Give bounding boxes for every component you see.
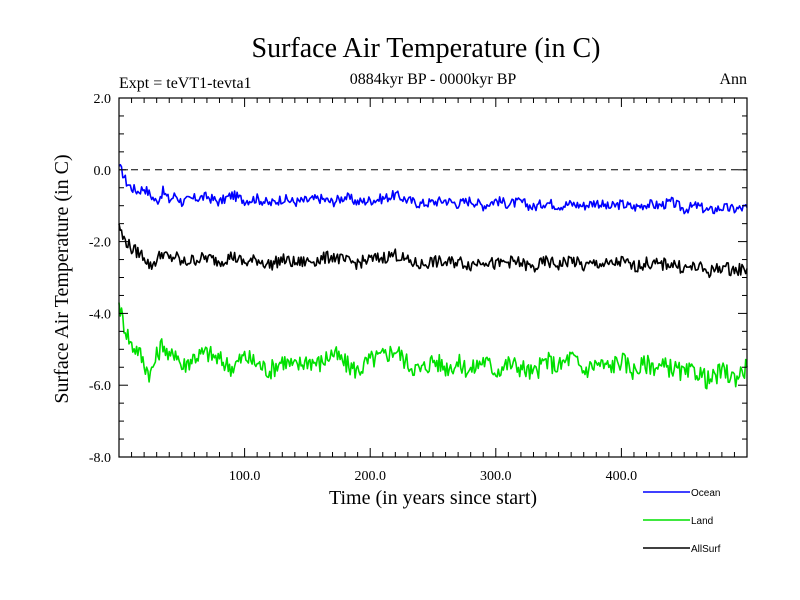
legend-label-ocean: Ocean (691, 488, 720, 499)
chart-title: Surface Air Temperature (in C) (252, 33, 601, 64)
axes: 100.0 200.0 300.0 400.0 2.0 0.0 -2.0 -4.0 -6.0 -8… (89, 92, 748, 484)
y-tick-label: -6.0 (89, 379, 111, 394)
experiment-label: Expt = teVT1-tevta1 (119, 75, 252, 92)
legend-label-allsurf: AllSurf (691, 544, 721, 555)
x-tick-label: 200.0 (354, 469, 386, 484)
chart-subtitle: 0884kyr BP - 0000kyr BP (350, 71, 517, 88)
y-tick-label: 0.0 (94, 164, 112, 179)
x-tick-label: 300.0 (480, 469, 512, 484)
y-axis-label: Surface Air Temperature (in C) (51, 154, 73, 403)
plot-frame (118, 97, 748, 458)
series-line-land (118, 302, 748, 390)
legend: Ocean Land AllSurf (643, 488, 721, 555)
legend-label-land: Land (691, 516, 713, 527)
y-tick-label: 2.0 (94, 92, 112, 107)
season-label: Ann (719, 71, 747, 88)
y-tick-label: -8.0 (89, 451, 111, 466)
y-tick-label: -2.0 (89, 236, 111, 251)
series-layer (118, 163, 748, 390)
y-tick-label: -4.0 (89, 307, 111, 322)
x-tick-label: 100.0 (229, 469, 261, 484)
series-line-ocean (118, 163, 748, 215)
x-tick-label: 400.0 (606, 469, 638, 484)
x-axis-label: Time (in years since start) (329, 487, 537, 509)
series-line-allsurf (118, 223, 748, 279)
